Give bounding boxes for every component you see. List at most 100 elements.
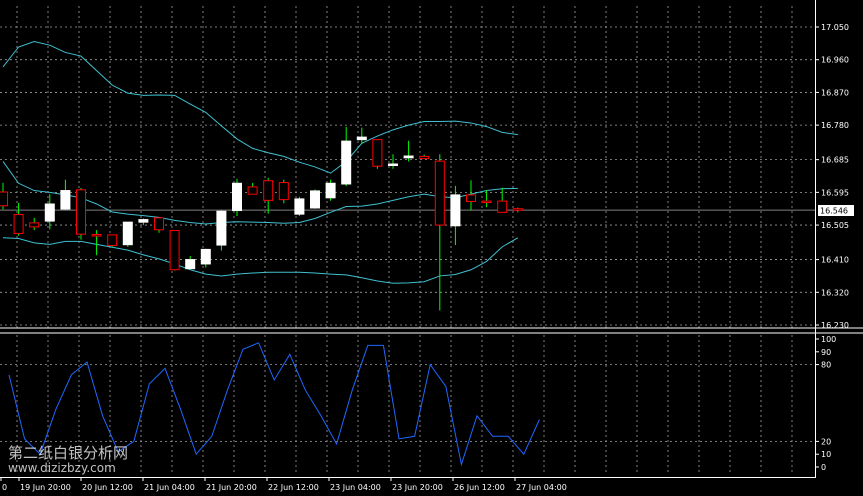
time-tick-label: 0 xyxy=(2,483,7,492)
candle-body-bearish xyxy=(91,234,102,237)
watermark-url: www.dizizbzy.com xyxy=(8,461,116,475)
candle xyxy=(481,190,492,208)
oscillator-tick-label: 100 xyxy=(821,335,836,344)
price-tick-label: 16.320 xyxy=(821,288,849,297)
band-lower xyxy=(2,237,519,284)
candle xyxy=(372,139,383,169)
chart-frame xyxy=(0,0,863,478)
current-price-label: 16.546 xyxy=(820,207,848,216)
candle-body-bearish xyxy=(0,191,8,207)
candle-body-bearish xyxy=(512,208,523,211)
time-tick-label: 21 Jun 20:00 xyxy=(206,483,257,492)
oscillator-tick-label: 80 xyxy=(821,361,831,370)
oscillator-tick-label: 0 xyxy=(821,463,826,472)
candle xyxy=(434,154,445,311)
candle xyxy=(44,194,55,230)
candle-body-bearish xyxy=(372,139,383,167)
candle-body-bullish xyxy=(356,136,367,141)
candle-body-bearish xyxy=(107,234,118,246)
oscillator-tick-label: 20 xyxy=(821,437,831,446)
time-tick-label: 22 Jun 12:00 xyxy=(268,483,319,492)
price-tick-label: 16.595 xyxy=(821,188,849,197)
candle xyxy=(450,185,461,246)
candle xyxy=(185,255,196,270)
candle-body-bearish xyxy=(76,189,86,235)
candle-body-bullish xyxy=(216,210,227,246)
band-upper xyxy=(2,41,518,174)
candle-body-bearish xyxy=(29,222,40,228)
candle-body-bullish xyxy=(388,163,398,167)
candle xyxy=(107,234,118,247)
candle xyxy=(0,182,8,210)
candle-body-bullish xyxy=(232,182,242,212)
candle xyxy=(13,202,24,236)
candle-body-bearish xyxy=(466,194,476,202)
current-price-tag: 16.546 xyxy=(818,205,854,216)
candle xyxy=(466,180,476,211)
candle xyxy=(419,154,430,160)
current-price-tag-bg xyxy=(818,205,854,216)
candle xyxy=(294,196,305,216)
price-tick-label: 16.505 xyxy=(821,221,849,230)
candle-body-bearish xyxy=(169,230,180,271)
candle xyxy=(232,178,242,216)
candle xyxy=(91,230,102,256)
candle-body-bullish xyxy=(44,203,55,222)
candle-body-bullish xyxy=(310,190,320,209)
price-tick-label: 16.870 xyxy=(821,88,849,97)
candle xyxy=(512,207,523,213)
price-tick-label: 16.780 xyxy=(821,121,849,130)
candle-body-bearish xyxy=(278,182,289,201)
time-tick-label: 20 Jun 12:00 xyxy=(82,483,133,492)
time-tick-label: 21 Jun 04:00 xyxy=(144,483,195,492)
price-tick-label: 16.960 xyxy=(821,56,849,65)
candle-body-bearish xyxy=(497,200,508,213)
candle xyxy=(310,189,320,209)
candle xyxy=(200,248,211,268)
candle-body-bullish xyxy=(138,219,149,223)
candle xyxy=(154,217,164,233)
candle xyxy=(388,154,398,169)
candle-body-bullish xyxy=(294,198,305,215)
watermark-title: 第二纸白银分析网 xyxy=(8,444,128,462)
candle-body-bearish xyxy=(434,160,445,226)
candle xyxy=(278,179,289,204)
time-tick-label: 23 Jun 20:00 xyxy=(392,483,443,492)
band-middle xyxy=(2,161,518,225)
candle xyxy=(29,217,40,231)
candle xyxy=(403,140,414,162)
time-tick-label: 27 Jun 04:00 xyxy=(516,483,567,492)
candle-body-bullish xyxy=(341,140,352,185)
candle xyxy=(263,177,274,214)
candle xyxy=(325,179,336,201)
candle-body-bullish xyxy=(60,190,71,210)
candle-body-bullish xyxy=(450,194,461,227)
oscillator-tick-label: 10 xyxy=(821,450,831,459)
candle xyxy=(247,182,258,195)
candle-body-bearish xyxy=(481,200,492,204)
time-tick-label: 19 Jun 20:00 xyxy=(20,483,71,492)
candle-body-bullish xyxy=(185,259,196,270)
bollinger-bands xyxy=(2,41,519,284)
candle xyxy=(497,187,508,213)
candle xyxy=(60,179,71,211)
time-axis: 0 19 Jun 20:00 20 Jun 12:00 21 Jun 04:00 21 … xyxy=(0,477,567,492)
watermark: 第二纸白银分析网 www.dizizbzy.com xyxy=(8,444,128,475)
candle-body-bearish xyxy=(13,214,24,234)
candle-body-bearish xyxy=(154,217,164,231)
oscillator-tick-label: 90 xyxy=(821,348,831,357)
candle-body-bearish xyxy=(247,186,258,195)
oscillator-line xyxy=(8,342,540,467)
candle-body-bullish xyxy=(403,155,414,159)
candle xyxy=(216,209,227,251)
candle xyxy=(122,221,133,247)
candle xyxy=(76,187,86,240)
price-tick-label: 16.230 xyxy=(821,321,849,330)
candle xyxy=(138,218,149,226)
price-tick-label: 16.410 xyxy=(821,256,849,265)
candle-body-bearish xyxy=(419,155,430,160)
time-tick-label: 26 Jun 12:00 xyxy=(454,483,505,492)
